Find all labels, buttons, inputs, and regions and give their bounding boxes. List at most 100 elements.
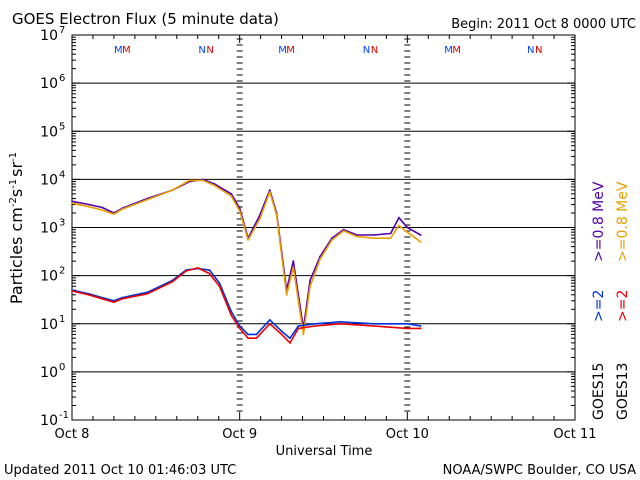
chart-title: GOES Electron Flux (5 minute data) xyxy=(12,10,279,28)
series-point-3 xyxy=(196,267,199,269)
series-point-1 xyxy=(188,179,191,182)
legend-goes15-08mev: >=0.8 MeV xyxy=(591,181,607,262)
series-point-3 xyxy=(113,301,115,304)
series-point-3 xyxy=(314,325,316,327)
series-point-1 xyxy=(285,293,288,296)
y-tick-exponent: 1 xyxy=(59,314,65,325)
x-axis-label: Universal Time xyxy=(276,444,373,459)
series-point-3 xyxy=(208,272,211,275)
y-axis-label-exp1: -2 xyxy=(8,197,19,207)
y-axis-label-main: Particles cm xyxy=(7,207,26,304)
y-tick-exponent: 0 xyxy=(59,362,65,373)
eclipse-marker-goes15: N xyxy=(363,45,370,56)
y-tick-label: 10 xyxy=(40,172,58,188)
series-point-3 xyxy=(280,333,283,336)
series-point-3 xyxy=(121,297,124,300)
y-tick-base: 10 xyxy=(40,221,58,237)
series-point-3 xyxy=(406,327,409,330)
series-point-2 xyxy=(372,322,375,325)
series-point-1 xyxy=(213,184,216,187)
series-point-1 xyxy=(258,218,261,220)
y-axis-label-s: s xyxy=(7,189,26,197)
series-point-3 xyxy=(419,327,422,330)
series-point-1 xyxy=(319,258,321,260)
series-point-1 xyxy=(292,266,295,269)
series-point-0 xyxy=(292,260,295,262)
series-point-2 xyxy=(419,325,422,327)
legend-goes13-08mev: >=0.8 MeV xyxy=(615,181,631,262)
series-point-2 xyxy=(339,320,342,323)
series-point-2 xyxy=(289,337,291,340)
y-tick-base: 10 xyxy=(40,76,58,92)
x-tick-label: Oct 11 xyxy=(553,427,596,442)
series-point-3 xyxy=(185,270,187,272)
series-point-0 xyxy=(372,234,375,236)
footer-updated: Updated 2011 Oct 10 01:46:03 UTC xyxy=(4,463,236,478)
begin-label: Begin: 2011 Oct 8 0000 UTC xyxy=(451,17,636,32)
y-tick-label: 10 xyxy=(40,365,58,381)
eclipse-marker-goes13: M xyxy=(452,45,461,56)
series-point-0 xyxy=(268,189,271,192)
y-tick-base: 10 xyxy=(40,172,58,188)
series-point-0 xyxy=(389,232,392,235)
series-point-3 xyxy=(71,290,73,292)
eclipse-marker-goes13: M xyxy=(122,45,131,56)
series-point-2 xyxy=(255,333,258,336)
series-point-3 xyxy=(146,292,149,295)
series-point-1 xyxy=(238,210,241,212)
y-tick-label: 10 xyxy=(40,76,58,92)
eclipse-marker-goes13: N xyxy=(535,45,542,56)
series-point-2 xyxy=(314,322,316,325)
series-point-2 xyxy=(230,310,233,313)
series-point-1 xyxy=(268,191,271,193)
series-point-3 xyxy=(372,325,375,327)
series-point-2 xyxy=(218,282,221,284)
series-point-2 xyxy=(406,322,409,325)
series-line-2 xyxy=(71,267,421,340)
legend-group-goes13: GOES13 xyxy=(615,363,631,420)
series-point-1 xyxy=(71,202,73,205)
series-line-1 xyxy=(71,179,422,336)
legend-goes13-2mev: >=2 xyxy=(615,290,631,322)
series-point-0 xyxy=(414,231,417,234)
y-tick-label: 10 xyxy=(40,221,58,237)
y-tick-base: 10 xyxy=(40,413,58,429)
series-point-3 xyxy=(171,280,174,283)
series-point-2 xyxy=(268,319,271,321)
y-tick-base: 10 xyxy=(40,28,58,44)
series-point-1 xyxy=(414,237,417,240)
series-point-0 xyxy=(398,216,400,219)
series-point-3 xyxy=(268,322,271,325)
x-tick-label: Oct 8 xyxy=(55,427,90,442)
series-point-0 xyxy=(309,279,311,282)
series-point-1 xyxy=(146,198,149,201)
y-axis-label-exp3: -1 xyxy=(8,152,19,162)
series-point-3 xyxy=(218,285,221,288)
x-tick-label: Oct 10 xyxy=(386,427,429,442)
series-point-3 xyxy=(297,327,300,330)
eclipse-marker-goes15: N xyxy=(198,45,205,56)
y-axis-label: Particles cm-2s-1sr-1 xyxy=(7,152,26,304)
y-axis-label-exp2: -1 xyxy=(8,179,19,189)
legend-group-goes15: GOES15 xyxy=(591,363,607,420)
y-tick-base: 10 xyxy=(40,124,58,140)
footer-credit: NOAA/SWPC Boulder, CO USA xyxy=(443,463,636,478)
series-point-3 xyxy=(339,322,342,325)
series-point-3 xyxy=(247,337,250,340)
series-point-0 xyxy=(419,234,422,236)
y-tick-exponent: 2 xyxy=(59,266,65,277)
series-point-1 xyxy=(419,241,422,243)
series-point-1 xyxy=(101,209,104,212)
series-point-2 xyxy=(280,330,283,333)
series-point-2 xyxy=(297,325,300,327)
y-axis-label-sr: sr xyxy=(7,162,26,177)
series-point-1 xyxy=(302,333,305,336)
series-point-2 xyxy=(247,333,250,336)
series-point-1 xyxy=(406,231,409,234)
series-point-3 xyxy=(289,342,291,344)
series-point-3 xyxy=(255,337,258,340)
y-tick-label: 10 xyxy=(40,317,58,333)
series-point-1 xyxy=(356,235,358,238)
series-point-0 xyxy=(406,226,409,229)
series-point-3 xyxy=(101,297,104,300)
